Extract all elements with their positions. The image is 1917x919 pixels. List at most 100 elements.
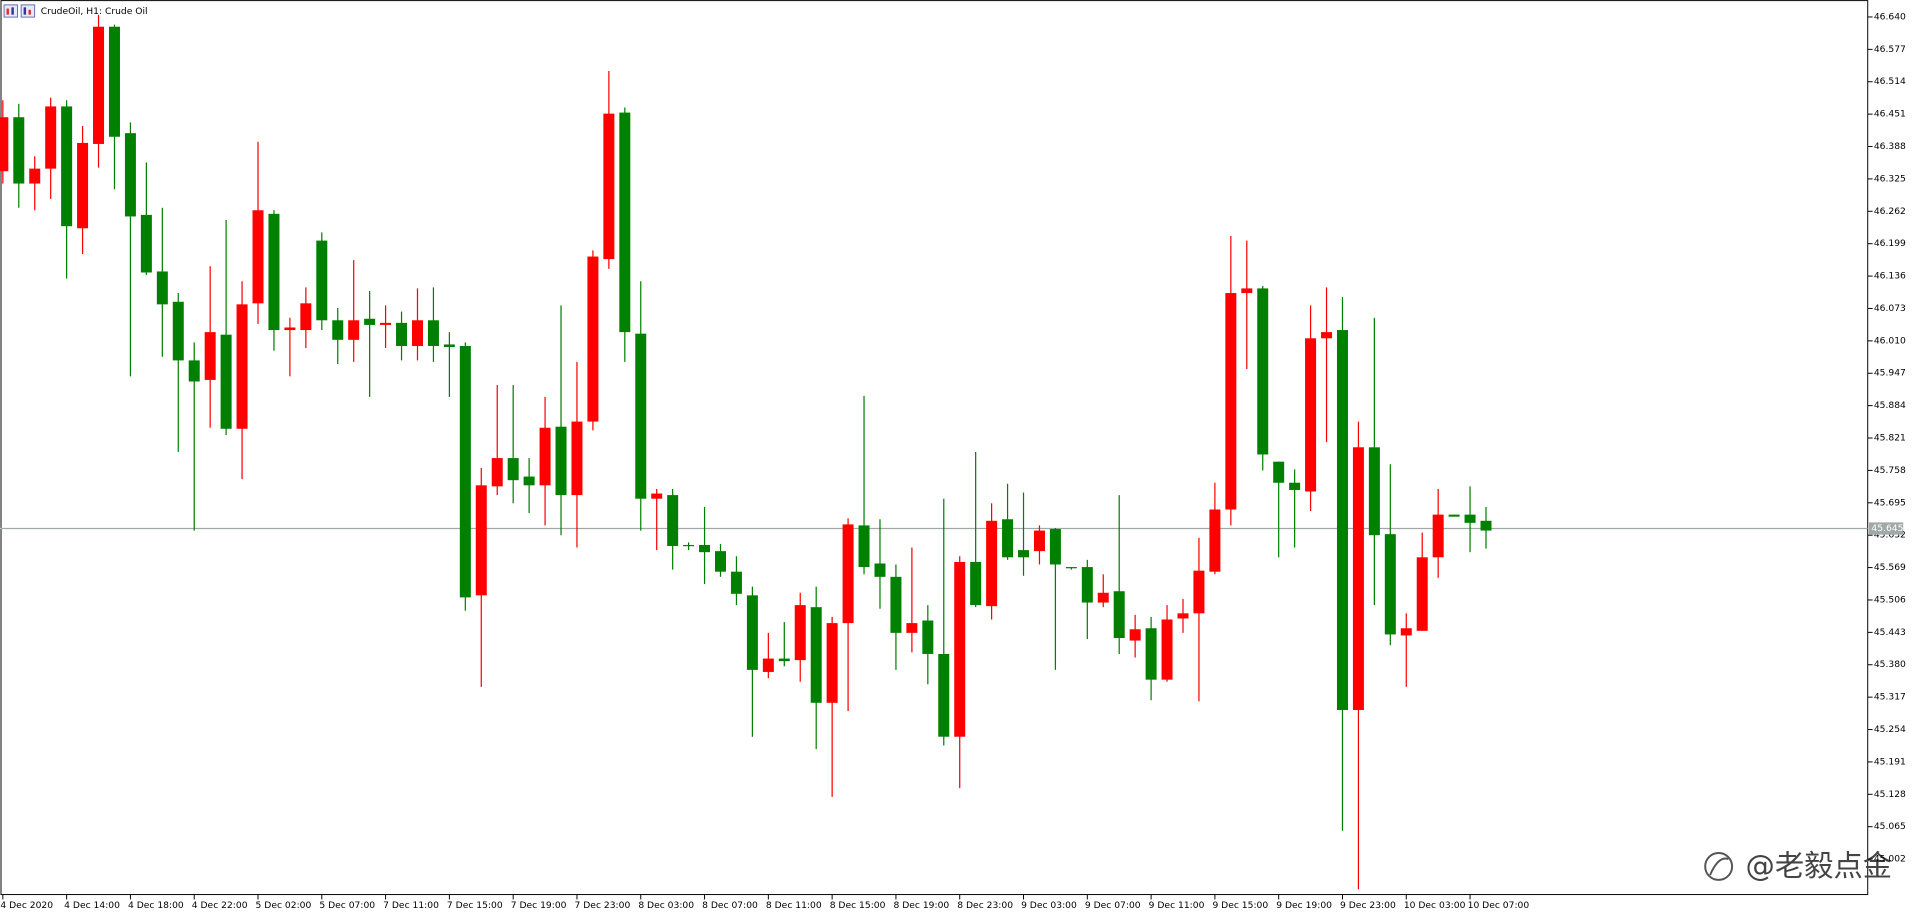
- y-tick-label: 46.514: [1874, 76, 1906, 87]
- candle-body: [890, 576, 902, 633]
- candle-body: [571, 421, 583, 496]
- candle-body: [1193, 570, 1205, 614]
- candle-body: [1400, 628, 1412, 636]
- candle-body: [683, 544, 695, 547]
- candle-body: [1161, 619, 1173, 680]
- candle-body: [475, 485, 487, 596]
- candle-body: [93, 26, 105, 144]
- y-tick-label: 46.640: [1874, 11, 1906, 22]
- y-tick-label: 45.254: [1874, 724, 1906, 735]
- candle-body: [555, 426, 567, 496]
- candle-body: [986, 520, 998, 607]
- candle-body: [1336, 330, 1348, 710]
- candle-body: [1352, 447, 1364, 710]
- candle-body: [61, 106, 73, 227]
- candle-body: [1177, 613, 1189, 619]
- x-tick-label: 9 Dec 11:00: [1149, 900, 1205, 911]
- candle-body: [1289, 482, 1301, 490]
- candle-body: [1368, 447, 1380, 536]
- y-tick-label: 46.010: [1874, 335, 1906, 346]
- chart-title: CrudeOil, H1: Crude Oil: [41, 6, 148, 17]
- candle-body: [635, 333, 647, 499]
- candle-body: [1129, 629, 1141, 641]
- candle-body: [396, 322, 408, 346]
- candle-body: [938, 653, 950, 737]
- candle-body: [1225, 293, 1237, 510]
- x-tick-label: 9 Dec 19:00: [1276, 900, 1332, 911]
- candle-body: [906, 623, 918, 633]
- x-tick-label: 7 Dec 15:00: [447, 900, 503, 911]
- candle-body: [1049, 529, 1061, 565]
- candle-body: [1002, 519, 1014, 558]
- candle-body: [1097, 592, 1109, 603]
- y-tick-label: 46.325: [1874, 173, 1906, 184]
- plot-frame: [0, 0, 1869, 896]
- candle-body: [252, 210, 264, 304]
- candle-body: [124, 133, 136, 217]
- candle-body: [1464, 514, 1476, 523]
- candle-body: [874, 563, 886, 577]
- y-tick-label: 45.821: [1874, 433, 1906, 444]
- candle-body: [443, 344, 455, 348]
- candle-body: [699, 544, 711, 553]
- candle-body: [539, 427, 551, 486]
- candle-body: [603, 113, 615, 260]
- candle-body: [1113, 591, 1125, 639]
- candle-body: [587, 256, 599, 422]
- candle-body: [1033, 530, 1045, 552]
- candle-body: [954, 561, 966, 737]
- watermark-text: @老毅点金: [1746, 849, 1893, 883]
- y-tick-label: 46.262: [1874, 206, 1906, 217]
- y-tick-label: 45.632: [1874, 530, 1906, 541]
- candle-body: [45, 106, 57, 169]
- candle-body: [1018, 550, 1030, 558]
- x-tick-label: 9 Dec 23:00: [1340, 900, 1396, 911]
- candle-body: [411, 320, 423, 346]
- x-tick-label: 7 Dec 19:00: [511, 900, 567, 911]
- current-price-box: [1868, 522, 1904, 535]
- candle-body: [1145, 628, 1157, 680]
- x-tick-label: 4 Dec 14:00: [64, 900, 120, 911]
- candle-body: [1448, 514, 1460, 517]
- candle-body: [667, 495, 679, 546]
- y-tick-label: 45.758: [1874, 465, 1906, 476]
- candle-body: [1081, 567, 1093, 603]
- y-tick-label: 45.443: [1874, 627, 1906, 638]
- x-tick-label: 9 Dec 07:00: [1085, 900, 1141, 911]
- x-tick-label: 8 Dec 07:00: [702, 900, 758, 911]
- candle-body: [1305, 338, 1317, 492]
- y-tick-label: 45.569: [1874, 562, 1906, 573]
- x-tick-label: 10 Dec 03:00: [1404, 900, 1466, 911]
- x-tick-label: 8 Dec 19:00: [893, 900, 949, 911]
- candle-body: [778, 658, 790, 662]
- candle-body: [619, 112, 631, 333]
- candle-body: [1480, 520, 1492, 531]
- y-tick-label: 45.065: [1874, 821, 1906, 832]
- y-tick-label: 46.136: [1874, 271, 1906, 282]
- candle-body: [1432, 514, 1444, 558]
- candle-body: [730, 571, 742, 594]
- candle-body: [715, 551, 727, 572]
- x-tick-label: 4 Dec 18:00: [128, 900, 184, 911]
- y-tick-label: 45.947: [1874, 368, 1906, 379]
- candle-body: [922, 620, 934, 654]
- candle-body: [826, 623, 838, 703]
- candle-body: [156, 271, 168, 305]
- candle-body: [0, 117, 9, 172]
- candle-body: [316, 240, 328, 321]
- candle-body: [427, 320, 439, 346]
- candle-body: [77, 142, 89, 229]
- x-tick-label: 8 Dec 15:00: [830, 900, 886, 911]
- y-tick-label: 46.073: [1874, 303, 1906, 314]
- candle-body: [300, 303, 312, 331]
- candle-body: [1257, 288, 1269, 455]
- candle-body: [140, 214, 152, 273]
- x-tick-label: 8 Dec 23:00: [957, 900, 1013, 911]
- candle-body: [842, 524, 854, 624]
- candle-body: [491, 458, 503, 487]
- candle-body: [459, 345, 471, 598]
- x-tick-label: 10 Dec 07:00: [1468, 900, 1530, 911]
- x-tick-label: 9 Dec 15:00: [1212, 900, 1268, 911]
